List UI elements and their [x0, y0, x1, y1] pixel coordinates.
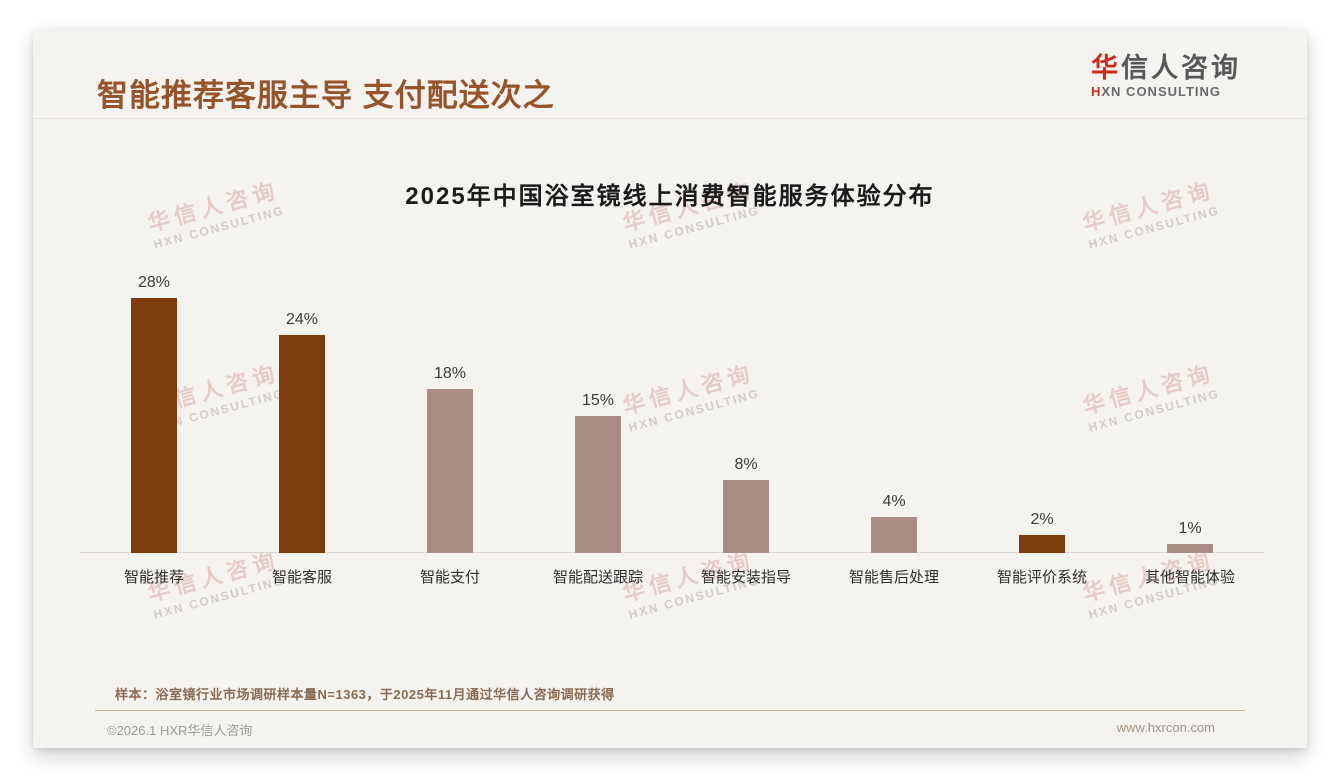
category-label: 智能客服 — [271, 569, 332, 586]
website-url: www.hxrcon.com — [1116, 720, 1215, 735]
category-label: 智能售后处理 — [848, 569, 939, 586]
bar-group-6: 4% 智能售后处理 — [820, 265, 968, 586]
bar — [279, 335, 325, 553]
logo-chinese-name: 华信人咨询 — [1091, 53, 1241, 84]
bar — [723, 480, 769, 553]
sample-note: 样本：浴室镜行业市场调研样本量N=1363，于2025年11月通过华信人咨询调研… — [115, 687, 615, 702]
copyright-text: ©2026.1 HXR华信人咨询 — [107, 723, 253, 738]
logo-english-name: HXN CONSULTING — [1091, 84, 1241, 100]
slide-card: 华信人咨询 HXN CONSULTING 华信人咨询 HXN CONSULTING 华信… — [33, 30, 1307, 748]
bar — [575, 416, 621, 553]
bar-value-label: 18% — [433, 365, 467, 382]
bar-group-1: 28% 智能推荐 — [80, 265, 228, 586]
footer-divider — [95, 710, 1245, 711]
logo-en-rest: XN CONSULTING — [1101, 83, 1222, 99]
bar-group-4: 15% 智能配送跟踪 — [524, 265, 672, 586]
category-label: 智能评价系统 — [996, 569, 1087, 586]
company-logo: 华信人咨询 HXN CONSULTING — [1091, 53, 1241, 100]
bar-value-label: 4% — [882, 493, 906, 510]
bar-value-label: 28% — [137, 274, 171, 291]
header: 智能推荐客服主导 支付配送次之 华信人咨询 HXN CONSULTING — [33, 30, 1307, 119]
logo-cn-rest: 信人咨询 — [1121, 53, 1241, 83]
category-label: 其他智能体验 — [1144, 569, 1235, 586]
bar-group-2: 24% 智能客服 — [228, 265, 376, 586]
page-title: 智能推荐客服主导 支付配送次之 — [97, 78, 555, 113]
bar-value-label: 24% — [285, 311, 319, 328]
bar-value-label: 8% — [734, 456, 758, 473]
bar-chart-plot-area: 28% 智能推荐 24% 智能客服 18% 智能支付 15% 智能配送跟踪 8% 智能安装指导 4%… — [80, 265, 1264, 586]
category-label: 智能支付 — [419, 569, 480, 586]
chart-title: 2025年中国浴室镜线上消费智能服务体验分布 — [405, 183, 935, 210]
x-axis-line — [80, 552, 1264, 553]
bar — [131, 298, 177, 553]
bar-group-7: 2% 智能评价系统 — [968, 265, 1116, 586]
bar-value-label: 15% — [581, 392, 615, 409]
bar-group-8: 1% 其他智能体验 — [1116, 265, 1264, 586]
category-label: 智能配送跟踪 — [552, 569, 643, 586]
bar — [871, 517, 917, 553]
logo-en-accent: H — [1091, 83, 1102, 99]
bar-group-3: 18% 智能支付 — [376, 265, 524, 586]
bar — [1019, 535, 1065, 553]
bar — [427, 389, 473, 553]
bar — [1167, 544, 1213, 553]
category-label: 智能推荐 — [123, 569, 184, 586]
bar-value-label: 2% — [1030, 511, 1054, 528]
bar-value-label: 1% — [1178, 520, 1202, 537]
logo-cn-accent: 华 — [1091, 53, 1121, 83]
bar-group-5: 8% 智能安装指导 — [672, 265, 820, 586]
category-label: 智能安装指导 — [700, 569, 791, 586]
